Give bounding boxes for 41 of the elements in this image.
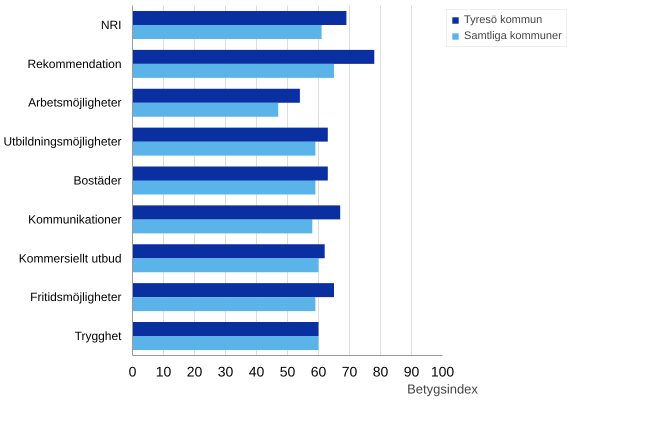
x-tick-label: 20 bbox=[186, 364, 202, 380]
bar bbox=[132, 88, 300, 103]
x-tick-label: 10 bbox=[156, 364, 172, 380]
bar bbox=[132, 142, 316, 156]
x-tick-label: 40 bbox=[248, 364, 264, 380]
x-tick-label: 80 bbox=[372, 364, 388, 380]
bar bbox=[132, 102, 278, 117]
bar bbox=[132, 10, 346, 25]
bar bbox=[132, 336, 318, 350]
x-tick-label: 0 bbox=[128, 364, 137, 380]
x-tick-label: 90 bbox=[404, 364, 420, 380]
y-tick-label: Kommunikationer bbox=[28, 212, 122, 226]
bar bbox=[132, 244, 325, 258]
x-tick-label: 60 bbox=[310, 364, 326, 380]
bar bbox=[132, 258, 318, 272]
y-tick-label: Fritidsmöjligheter bbox=[30, 290, 122, 304]
y-tick-label: NRI bbox=[100, 18, 122, 32]
x-tick-label: 100 bbox=[430, 364, 454, 380]
bar bbox=[132, 128, 328, 142]
x-axis-title: Betygsindex bbox=[407, 382, 478, 396]
bar bbox=[132, 24, 322, 39]
legend-label: Samtliga kommuner bbox=[464, 30, 562, 42]
bar bbox=[132, 166, 328, 180]
bar bbox=[132, 283, 334, 298]
bar bbox=[132, 205, 340, 220]
bar bbox=[132, 180, 316, 194]
bar bbox=[132, 322, 318, 336]
x-tick-label: 30 bbox=[218, 364, 234, 380]
bar bbox=[132, 64, 334, 78]
y-tick-label: Bostäder bbox=[73, 174, 122, 188]
y-tick-label: Kommersiellt utbud bbox=[18, 251, 122, 266]
bar bbox=[132, 219, 312, 234]
bar bbox=[132, 50, 374, 64]
bar bbox=[132, 297, 316, 312]
y-tick-label: Utbildningsmöjligheter bbox=[3, 134, 122, 149]
y-tick-label: Rekommendation bbox=[27, 56, 122, 71]
x-tick-label: 50 bbox=[280, 364, 296, 380]
y-tick-label: Trygghet bbox=[74, 329, 122, 344]
x-tick-label: 70 bbox=[342, 364, 358, 380]
legend-label: Tyresö kommun bbox=[464, 14, 542, 26]
y-tick-label: Arbetsmöjligheter bbox=[28, 96, 122, 110]
